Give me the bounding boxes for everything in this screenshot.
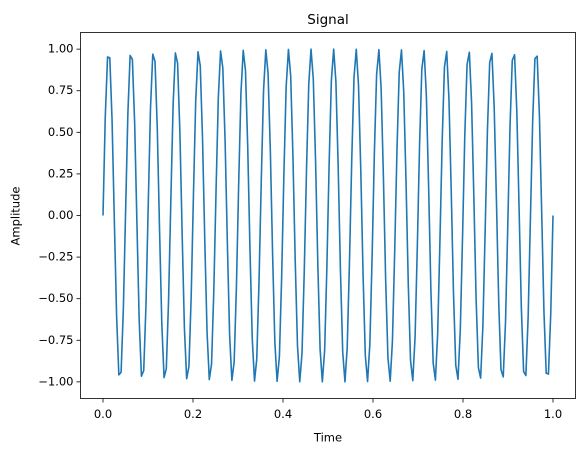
x-tick-label: 1.0 (544, 407, 562, 421)
y-tick-label: −0.25 (38, 250, 73, 264)
x-tick-label: 0.2 (184, 407, 202, 421)
x-tick-label: 0.8 (454, 407, 472, 421)
y-tick-label: −1.00 (38, 374, 73, 388)
signal-line (102, 48, 554, 383)
y-tick-label: 0.50 (48, 125, 74, 139)
y-axis-label: Amplitude (9, 187, 23, 246)
x-tick-label: 0.0 (94, 407, 112, 421)
y-tick-label: 0.00 (48, 208, 74, 222)
y-tick-label: −0.50 (38, 291, 73, 305)
chart-title: Signal (307, 12, 348, 28)
y-tick-label: −0.75 (38, 333, 73, 347)
plot-frame (80, 32, 576, 399)
x-tick-label: 0.6 (364, 407, 382, 421)
x-axis-label: Time (313, 431, 342, 445)
y-tick-label: 0.25 (48, 166, 74, 180)
x-tick-label: 0.4 (274, 407, 292, 421)
y-tick-label: 0.75 (48, 83, 74, 97)
y-tick-label: 1.00 (48, 42, 74, 56)
